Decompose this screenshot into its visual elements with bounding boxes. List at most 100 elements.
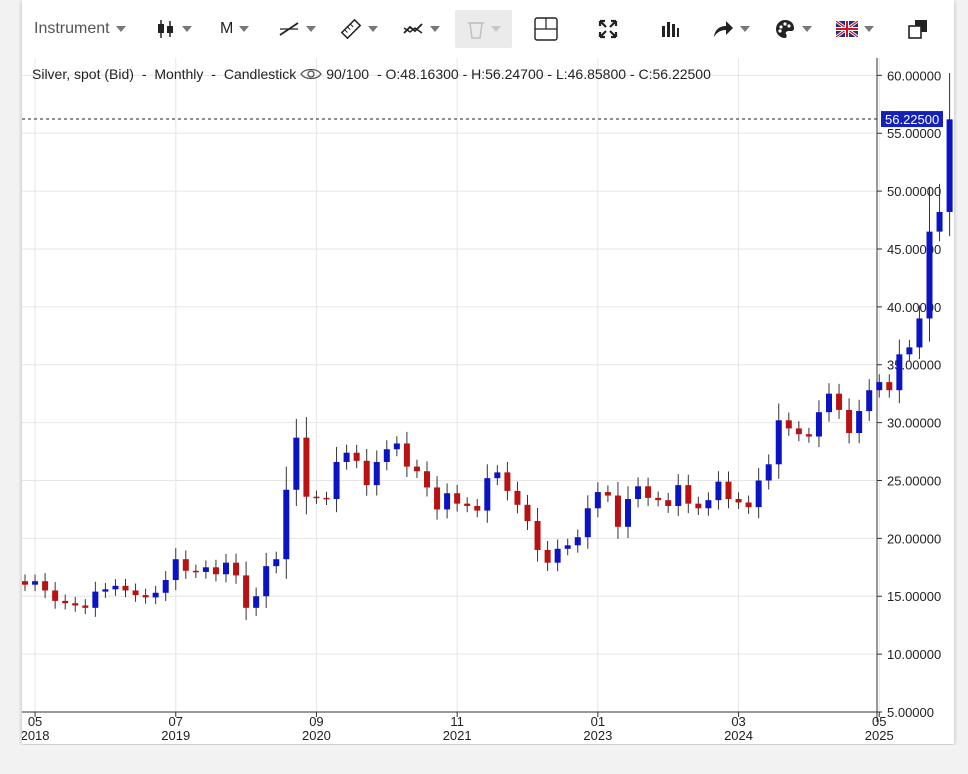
y-tick-label: 35.00000 (887, 358, 941, 373)
price-chart[interactable]: 60.00000 55.00000 50.00000 45.00000 40.00000… (22, 58, 954, 744)
candle-body (926, 231, 933, 319)
candle-body (454, 493, 461, 504)
indicators-button[interactable] (402, 10, 440, 48)
chevron-down-icon (430, 26, 440, 32)
candle-body (584, 508, 591, 538)
instrument-label: Instrument (34, 20, 110, 37)
candle-body (715, 481, 722, 501)
header-separator: - (207, 66, 220, 82)
candle-body (22, 581, 28, 585)
fullscreen-button[interactable] (598, 10, 618, 48)
candle-body (202, 567, 209, 572)
candle-body (112, 585, 119, 590)
candle-body (645, 486, 652, 498)
candle-body (815, 412, 822, 437)
candle-body (243, 575, 250, 608)
candle-body (705, 500, 712, 509)
x-tick-year: 2020 (302, 728, 331, 743)
visibility-value: 90/100 (326, 66, 370, 82)
candle-body (92, 591, 99, 608)
chevron-down-icon (864, 26, 874, 32)
candle-body (212, 567, 219, 575)
delete-button[interactable] (455, 10, 512, 48)
period-dropdown[interactable]: M (220, 10, 250, 48)
candlestick-icon (158, 20, 173, 38)
palette-icon (776, 20, 794, 38)
volume-button[interactable] (660, 10, 680, 48)
candle-body (745, 502, 752, 508)
x-tick-year: 2021 (443, 728, 472, 743)
candle-body (62, 600, 69, 604)
chevron-down-icon (802, 26, 812, 32)
crosshair-button[interactable] (534, 10, 558, 48)
measure-button[interactable] (340, 10, 378, 48)
volume-bars-icon (662, 22, 679, 37)
x-tick-month: 01 (591, 714, 605, 729)
line-tool-button[interactable] (278, 10, 316, 48)
share-button[interactable] (712, 10, 750, 48)
candle-body (544, 549, 551, 563)
candle-body (906, 347, 913, 355)
popout-icon (908, 20, 927, 39)
language-button[interactable] (836, 10, 874, 48)
candle-body (795, 428, 802, 435)
page-background (0, 745, 968, 774)
candle-body (102, 589, 109, 592)
candle-body (564, 545, 571, 549)
candle-body (32, 581, 39, 585)
candle-body (474, 505, 481, 511)
candle-body (554, 548, 561, 563)
candle-body (665, 500, 672, 506)
candle-body (82, 605, 89, 608)
chart-type-button[interactable] (156, 10, 192, 48)
eye-icon[interactable] (300, 67, 323, 81)
popout-button[interactable] (908, 10, 928, 48)
x-tick-year: 2018 (22, 728, 50, 743)
flag-uk-icon (836, 21, 858, 37)
period-label: M (220, 20, 234, 37)
candle-body (886, 382, 893, 391)
ruler-icon (340, 18, 362, 40)
chevron-down-icon (115, 26, 126, 32)
candle-body (403, 443, 410, 467)
candle-body (755, 480, 762, 508)
candle-body (172, 559, 179, 581)
last-price-tag (881, 111, 943, 128)
candle-body (675, 485, 682, 506)
chevron-down-icon (740, 26, 750, 32)
x-tick-month: 11 (450, 714, 464, 729)
candle-body (132, 590, 139, 596)
candle-body (695, 503, 702, 509)
candle-body (524, 504, 531, 522)
candle-body (614, 495, 621, 527)
y-tick-label: 5.00000 (887, 705, 934, 720)
x-tick-year: 2025 (865, 728, 894, 743)
candle-body (413, 466, 420, 472)
candle-body (896, 354, 903, 391)
candle-body (72, 603, 79, 606)
chart-style-name: Candlestick (223, 66, 297, 82)
last-price-label: 56.22500 (885, 112, 939, 127)
candle-body (373, 461, 380, 486)
y-tick-label: 25.00000 (887, 473, 941, 488)
x-tick-year: 2024 (724, 728, 753, 743)
instrument-dropdown[interactable]: Instrument (34, 10, 126, 48)
chevron-down-icon (306, 26, 316, 32)
candle-body (142, 595, 149, 598)
theme-button[interactable] (774, 10, 812, 48)
candle-body (383, 449, 390, 462)
x-tick-year: 2023 (583, 728, 612, 743)
candle-body (313, 496, 320, 499)
candle-body (635, 486, 642, 500)
candle-body (916, 318, 923, 348)
candle-body (152, 592, 159, 598)
candle-body (484, 478, 491, 511)
instrument-name: Silver, spot (Bid) (32, 66, 134, 82)
candle-body (876, 382, 883, 391)
x-tick-month: 07 (169, 714, 183, 729)
candle-body (293, 437, 300, 490)
candle-body (805, 434, 812, 437)
candle-body (182, 559, 189, 571)
header-separator: - (137, 66, 151, 82)
candle-body (122, 585, 129, 591)
